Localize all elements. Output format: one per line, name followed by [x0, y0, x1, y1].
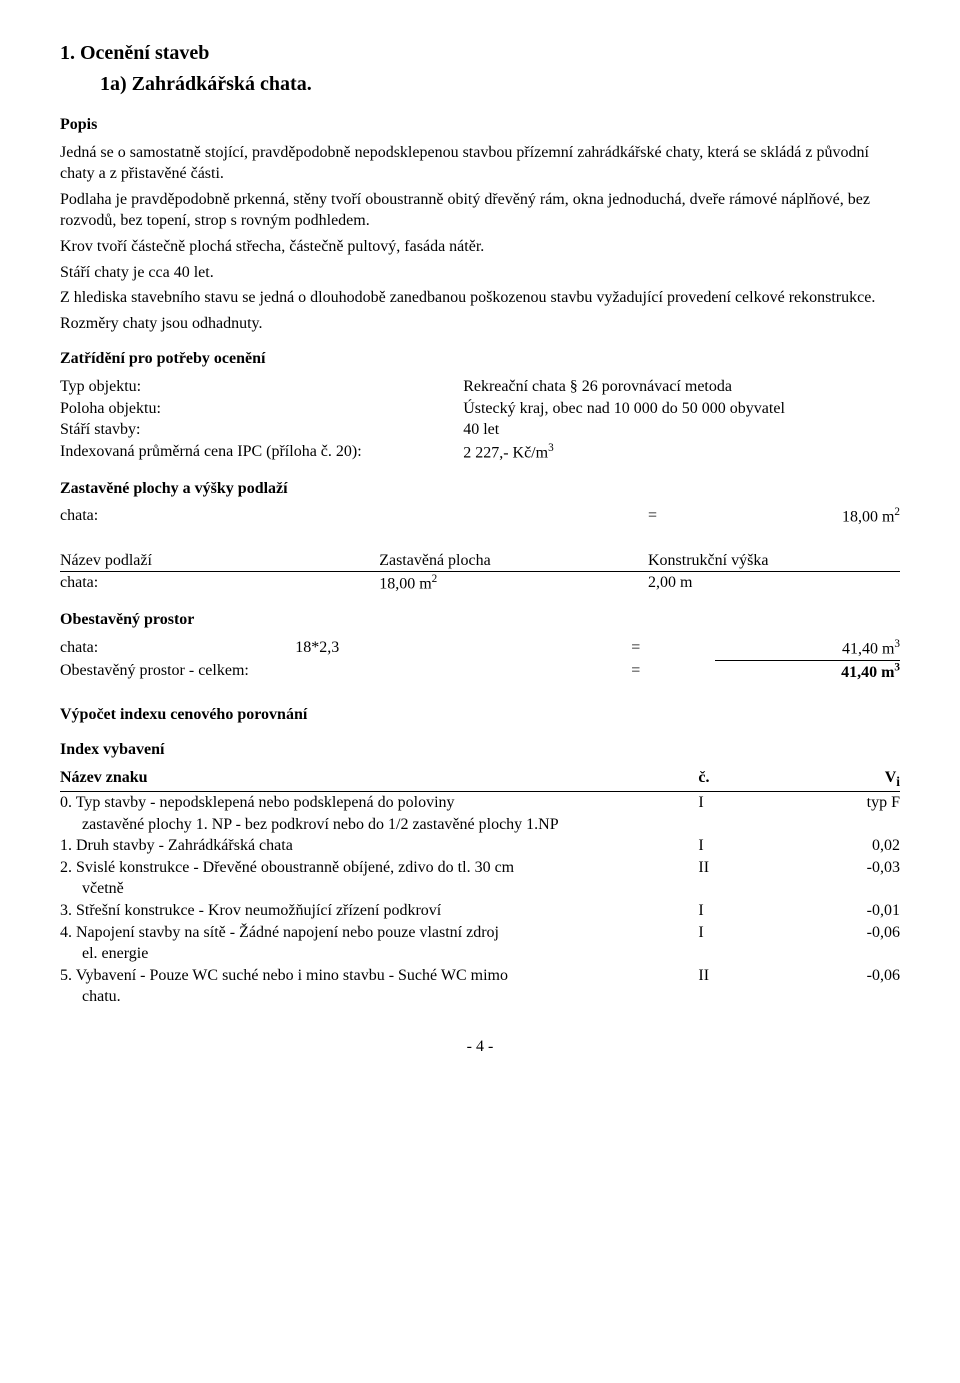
- zatrideni-heading: Zatřídění pro potřeby ocenění: [60, 348, 900, 370]
- cell: I: [698, 922, 782, 965]
- table-row: chata: 18*2,3 = 41,40 m3: [60, 637, 900, 660]
- cell: I: [698, 900, 782, 922]
- equals: =: [631, 637, 715, 660]
- item-text: Napojení stavby na sítě - Žádné napojení…: [76, 924, 499, 941]
- obestaveny-table: chata: 18*2,3 = 41,40 m3 Obestavěný pros…: [60, 637, 900, 684]
- popis-body: Jedná se o samostatně stojící, pravděpod…: [60, 142, 900, 335]
- index-table: Název znaku č. Vi 0. Typ stavby - nepods…: [60, 767, 900, 1008]
- label: chata:: [60, 505, 648, 528]
- cell: 18*2,3: [295, 637, 631, 660]
- zastavene-heading: Zastavěné plochy a výšky podlaží: [60, 478, 900, 500]
- kv-label: Indexovaná průměrná cena IPC (příloha č.…: [60, 441, 463, 464]
- kv-label: Typ objektu:: [60, 376, 463, 398]
- paragraph: Krov tvoří částečně plochá střecha, část…: [60, 236, 900, 258]
- kv-label: Stáří stavby:: [60, 419, 463, 441]
- item-num: 2.: [60, 859, 72, 876]
- sub-heading: 1a) Zahrádkářská chata.: [100, 71, 900, 98]
- item-text: Typ stavby - nepodsklepená nebo podsklep…: [76, 794, 455, 811]
- paragraph: Podlaha je pravděpodobně prkenná, stěny …: [60, 189, 900, 232]
- item-indent: včetně: [60, 878, 698, 900]
- item-text: Druh stavby - Zahrádkářská chata: [76, 837, 293, 854]
- cell: 3. Střešní konstrukce - Krov neumožňujíc…: [60, 900, 698, 922]
- item-num: 4.: [60, 924, 72, 941]
- cell: -0,01: [782, 900, 900, 922]
- item-indent: el. energie: [60, 943, 698, 965]
- main-heading: 1. Ocenění staveb: [60, 40, 900, 67]
- kv-value: Ústecký kraj, obec nad 10 000 do 50 000 …: [463, 398, 900, 420]
- col-header: Konstrukční výška: [648, 550, 900, 572]
- cell: -0,06: [782, 922, 900, 965]
- table-row: Obestavěný prostor - celkem: = 41,40 m3: [60, 660, 900, 683]
- cell: 2. Svislé konstrukce - Dřevěné oboustran…: [60, 857, 698, 900]
- cell: 0. Typ stavby - nepodsklepená nebo podsk…: [60, 792, 698, 836]
- item-text: Svislé konstrukce - Dřevěné oboustranně …: [76, 859, 514, 876]
- cell: 2,00 m: [648, 572, 900, 595]
- table-row: 3. Střešní konstrukce - Krov neumožňujíc…: [60, 900, 900, 922]
- paragraph: Rozměry chaty jsou odhadnuty.: [60, 313, 900, 335]
- cell: 4. Napojení stavby na sítě - Žádné napoj…: [60, 922, 698, 965]
- index-vybaveni-heading: Index vybavení: [60, 739, 900, 761]
- item-num: 0.: [60, 794, 72, 811]
- kv-value: Rekreační chata § 26 porovnávací metoda: [463, 376, 900, 398]
- cell: 18,00 m2: [379, 572, 648, 595]
- col-header: Vi: [782, 767, 900, 792]
- cell: -0,06: [782, 965, 900, 1008]
- kv-row: Indexovaná průměrná cena IPC (příloha č.…: [60, 441, 900, 464]
- table-row: 4. Napojení stavby na sítě - Žádné napoj…: [60, 922, 900, 965]
- kv-row: Poloha objektu: Ústecký kraj, obec nad 1…: [60, 398, 900, 420]
- cell: chata:: [60, 637, 295, 660]
- cell: 41,40 m3: [715, 660, 900, 683]
- cell: 1. Druh stavby - Zahrádkářská chata: [60, 835, 698, 857]
- col-header: Název podlaží: [60, 550, 379, 572]
- table-row: 0. Typ stavby - nepodsklepená nebo podsk…: [60, 792, 900, 836]
- cell: 0,02: [782, 835, 900, 857]
- page-number: - 4 -: [60, 1036, 900, 1058]
- cell: Obestavěný prostor - celkem:: [60, 660, 631, 683]
- item-indent: chatu.: [60, 986, 698, 1008]
- cell: typ F: [782, 792, 900, 836]
- kv-value: 2 227,- Kč/m3: [463, 441, 900, 464]
- cell: II: [698, 857, 782, 900]
- item-num: 1.: [60, 837, 72, 854]
- item-num: 3.: [60, 902, 72, 919]
- cell: II: [698, 965, 782, 1008]
- cell: I: [698, 835, 782, 857]
- equals: =: [648, 505, 732, 528]
- cell: chata:: [60, 572, 379, 595]
- cell: I: [698, 792, 782, 836]
- equals: =: [631, 660, 715, 683]
- col-header: Zastavěná plocha: [379, 550, 648, 572]
- value: 18,00 m2: [732, 505, 900, 528]
- paragraph: Jedná se o samostatně stojící, pravděpod…: [60, 142, 900, 185]
- table-row: 1. Druh stavby - Zahrádkářská chata I 0,…: [60, 835, 900, 857]
- table-row: 5. Vybavení - Pouze WC suché nebo i mino…: [60, 965, 900, 1008]
- cell: 41,40 m3: [715, 637, 900, 660]
- popis-heading: Popis: [60, 114, 900, 136]
- kv-label: Poloha objektu:: [60, 398, 463, 420]
- kv-row: Typ objektu: Rekreační chata § 26 porovn…: [60, 376, 900, 398]
- cell: 5. Vybavení - Pouze WC suché nebo i mino…: [60, 965, 698, 1008]
- kv-row: Stáří stavby: 40 let: [60, 419, 900, 441]
- paragraph: Z hlediska stavebního stavu se jedná o d…: [60, 287, 900, 309]
- table-row: 2. Svislé konstrukce - Dřevěné oboustran…: [60, 857, 900, 900]
- cell: -0,03: [782, 857, 900, 900]
- item-text: Vybavení - Pouze WC suché nebo i mino st…: [76, 967, 508, 984]
- item-text: Střešní konstrukce - Krov neumožňující z…: [76, 902, 441, 919]
- zatrideni-table: Typ objektu: Rekreační chata § 26 porovn…: [60, 376, 900, 464]
- paragraph: Stáří chaty je cca 40 let.: [60, 262, 900, 284]
- obestaveny-heading: Obestavěný prostor: [60, 609, 900, 631]
- zastavene-row: chata: = 18,00 m2: [60, 505, 900, 528]
- kv-value: 40 let: [463, 419, 900, 441]
- table-header-row: Název podlaží Zastavěná plocha Konstrukč…: [60, 550, 900, 572]
- podlazi-table: Název podlaží Zastavěná plocha Konstrukč…: [60, 550, 900, 596]
- col-header: Název znaku: [60, 767, 698, 792]
- table-header-row: Název znaku č. Vi: [60, 767, 900, 792]
- vypocet-heading: Výpočet indexu cenového porovnání: [60, 704, 900, 726]
- table-row: chata: 18,00 m2 2,00 m: [60, 572, 900, 595]
- item-num: 5.: [60, 967, 72, 984]
- col-header: č.: [698, 767, 782, 792]
- item-indent: zastavěné plochy 1. NP - bez podkroví ne…: [60, 814, 698, 836]
